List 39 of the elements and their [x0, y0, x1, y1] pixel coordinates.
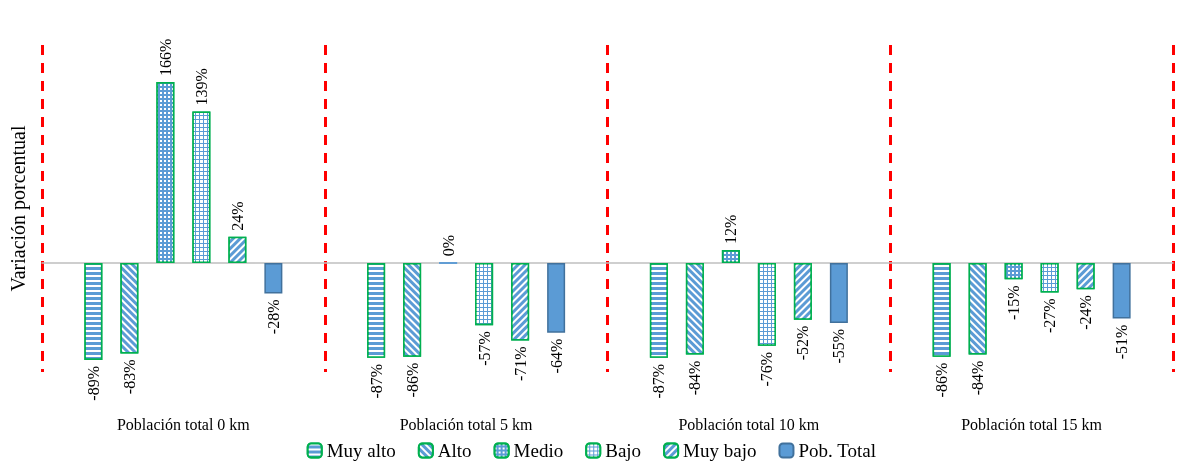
data-label: -89%: [84, 366, 102, 401]
x-tick-label: Población total 15 km: [961, 415, 1103, 433]
legend-label: Alto: [437, 440, 472, 461]
data-label: -55%: [830, 328, 848, 364]
data-label: -71%: [511, 346, 529, 382]
data-label: 24%: [228, 201, 246, 231]
x-tick-label: Población total 10 km: [678, 415, 820, 433]
data-label: -86%: [933, 362, 951, 398]
data-label: -87%: [367, 363, 385, 399]
data-label: -87%: [650, 363, 668, 399]
data-label: -52%: [794, 325, 812, 361]
data-label: 166%: [156, 38, 174, 77]
legend-label: Bajo: [605, 440, 642, 461]
data-label: -84%: [686, 360, 704, 396]
data-label: -84%: [969, 360, 987, 396]
data-label: -83%: [120, 359, 138, 395]
data-label: 0%: [439, 234, 457, 257]
data-label: -27%: [1041, 298, 1059, 334]
data-label: 12%: [722, 214, 740, 244]
bar: [1112, 263, 1131, 319]
x-tick-label: Población total 5 km: [399, 415, 534, 433]
legend-label: Muy alto: [326, 440, 396, 461]
y-axis-title: Variación porcentual: [7, 125, 30, 292]
bar: [547, 263, 566, 333]
data-label: -24%: [1077, 295, 1095, 330]
bar: [264, 263, 283, 294]
data-label: -51%: [1113, 324, 1131, 360]
x-tick-label: Población total 0 km: [116, 415, 251, 433]
data-label: -64%: [547, 338, 565, 374]
data-label: -57%: [475, 331, 493, 366]
legend-label: Pob. Total: [798, 440, 876, 461]
data-label: -86%: [403, 362, 421, 398]
data-label: -28%: [264, 299, 282, 335]
legend-label: Muy bajo: [683, 440, 757, 461]
data-label: -15%: [1005, 285, 1023, 321]
bar: [829, 263, 848, 323]
data-label: 139%: [192, 68, 210, 106]
data-label: -76%: [758, 351, 776, 387]
legend-label: Medio: [513, 440, 564, 461]
